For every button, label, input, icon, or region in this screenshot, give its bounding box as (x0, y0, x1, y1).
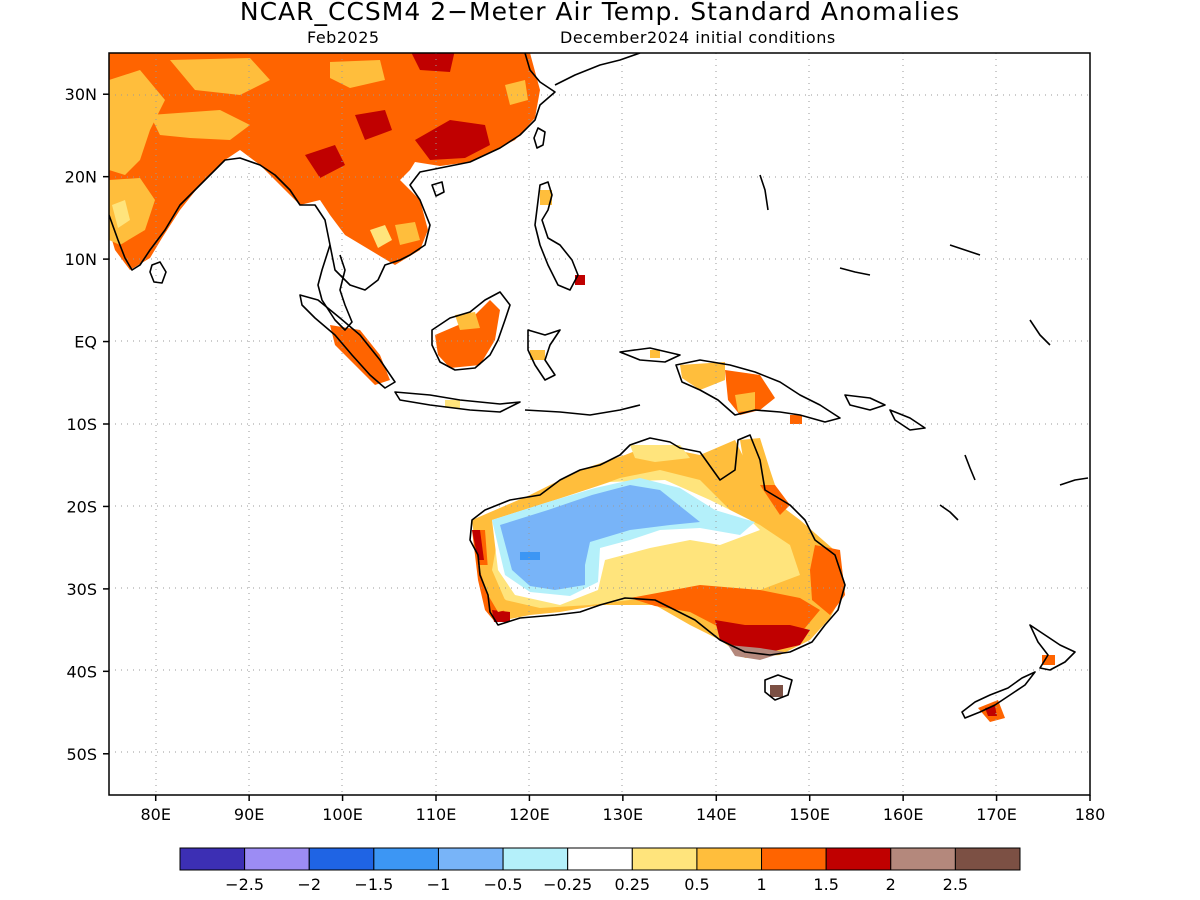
colorbar-label: 1 (756, 875, 766, 894)
latitude-axis: 30N 20N 10N EQ 10S 20S 30S 40S 50S (65, 85, 109, 764)
lon-tick-label: 100E (322, 805, 363, 824)
lon-tick-label: 150E (789, 805, 830, 824)
lat-tick-label: 40S (66, 662, 97, 681)
colorbar-label: 2 (886, 875, 896, 894)
lat-tick-label: EQ (74, 333, 97, 352)
asia-anomaly-field (109, 53, 540, 270)
init-conditions-label: December2024 initial conditions (560, 28, 836, 47)
colorbar-swatch (890, 847, 956, 871)
graticule (109, 53, 1090, 795)
colorbar-label: 2.5 (943, 875, 968, 894)
colorbar-swatch (179, 847, 246, 871)
colorbar-swatch (567, 847, 633, 871)
colorbar-swatch (437, 847, 504, 871)
map-title: NCAR_CCSM4 2−Meter Air Temp. Standard An… (239, 0, 961, 26)
lon-tick-label: 170E (976, 805, 1017, 824)
map-panel (109, 53, 1090, 795)
lat-tick-label: 20N (65, 168, 97, 187)
colorbar-label: 0.25 (614, 875, 650, 894)
lat-tick-label: 30S (66, 580, 97, 599)
colorbar-label: 0.5 (684, 875, 709, 894)
colorbar-swatch (244, 847, 310, 871)
lon-tick-label: 180 (1075, 805, 1106, 824)
colorbar-label: 1.5 (813, 875, 838, 894)
colorbar-swatch (631, 847, 698, 871)
colorbar-swatch (308, 847, 375, 871)
colorbar: −2.5 −2 −1.5 −1 −0.5 −0.25 0.25 0.5 1 1.5 2 2.5 (179, 847, 1021, 894)
lon-tick-label: 90E (234, 805, 264, 824)
colorbar-label: −1 (427, 875, 451, 894)
lon-tick-label: 130E (603, 805, 644, 824)
lat-tick-label: 20S (66, 497, 97, 516)
valid-month-label: Feb2025 (307, 28, 380, 47)
longitude-axis: 80E 90E 100E 110E 120E 130E 140E 150E 160E 170E 18… (140, 795, 1105, 824)
colorbar-swatch (761, 847, 827, 871)
lat-tick-label: 30N (65, 85, 97, 104)
lon-tick-label: 120E (509, 805, 550, 824)
lon-tick-label: 110E (416, 805, 457, 824)
colorbar-label: −0.25 (543, 875, 592, 894)
colorbar-swatch (825, 847, 892, 871)
colorbar-label: −0.5 (484, 875, 523, 894)
lon-tick-label: 140E (696, 805, 737, 824)
colorbar-swatch (954, 847, 1021, 871)
colorbar-label: −2.5 (225, 875, 264, 894)
lat-tick-label: 10S (66, 415, 97, 434)
lon-tick-label: 160E (883, 805, 924, 824)
colorbar-swatch (502, 847, 569, 871)
lat-tick-label: 10N (65, 250, 97, 269)
colorbar-label: −1.5 (354, 875, 393, 894)
lat-tick-label: 50S (66, 745, 97, 764)
colorbar-swatch (696, 847, 763, 871)
australia-anomaly-field (472, 438, 845, 697)
colorbar-label: −2 (297, 875, 321, 894)
lon-tick-label: 80E (140, 805, 170, 824)
colorbar-swatch (373, 847, 439, 871)
coastlines (109, 53, 1089, 719)
